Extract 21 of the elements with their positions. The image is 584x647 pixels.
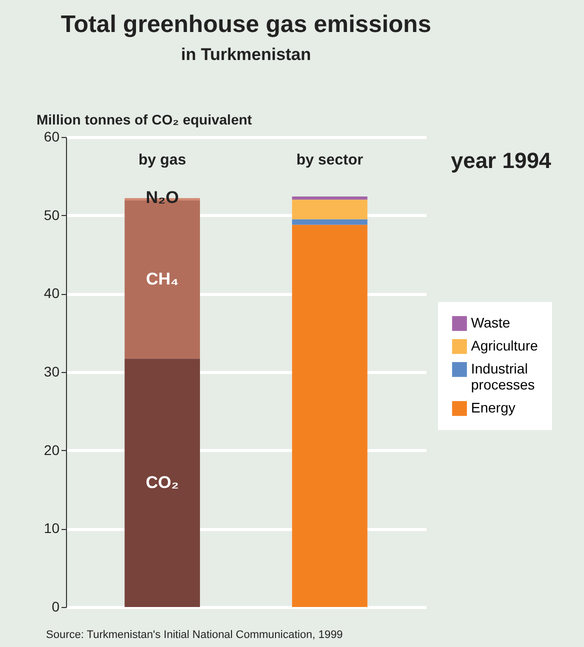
x-tick-label: by gas xyxy=(138,152,186,168)
y-axis-title: Million tonnes of CO₂ equivalent xyxy=(36,112,252,128)
y-tick-label: 0 xyxy=(52,598,60,614)
y-tick-label: 40 xyxy=(44,285,60,302)
legend-label: Waste xyxy=(471,314,510,330)
x-tick-label: by sector xyxy=(296,152,364,168)
y-tick-label: 20 xyxy=(44,442,60,458)
legend-label: Energy xyxy=(471,400,516,416)
legend-label: Industrial processes xyxy=(471,360,535,392)
y-tick-label: 50 xyxy=(44,206,60,223)
legend-label: Agriculture xyxy=(471,338,538,354)
text: year 1994 xyxy=(450,148,552,173)
series-label: CH₄ xyxy=(146,270,179,289)
chart-title: Total greenhouse gas emissions xyxy=(60,11,432,38)
series-label: N₂O xyxy=(146,188,179,208)
y-tick-label: 60 xyxy=(44,128,60,144)
y-tick-label: 30 xyxy=(44,364,60,380)
chart-subtitle: in Turkmenistan xyxy=(180,45,312,64)
source-note: Source: Turkmenistan's Initial National Communication, 1999 xyxy=(46,629,343,641)
series-label: CO₂ xyxy=(146,472,179,492)
y-tick-label: 10 xyxy=(44,520,60,536)
